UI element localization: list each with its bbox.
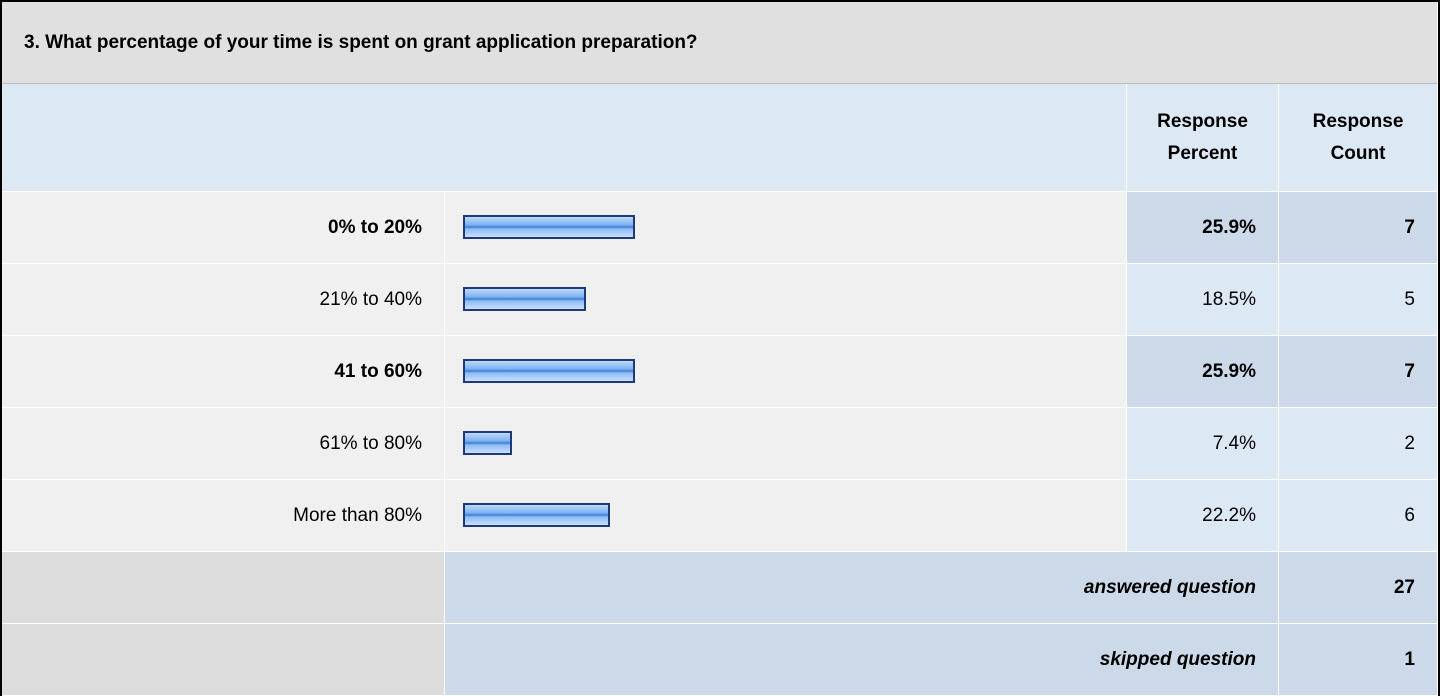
bar-cell xyxy=(445,408,1127,480)
bar xyxy=(463,359,635,383)
percent-cell: 25.9% xyxy=(1127,336,1279,408)
footer-label: skipped question xyxy=(445,624,1279,696)
answer-label: 21% to 40% xyxy=(2,264,445,336)
footer-blank xyxy=(2,624,445,696)
question-title: 3. What percentage of your time is spent… xyxy=(2,2,1438,84)
bar xyxy=(463,215,635,239)
percent-cell: 7.4% xyxy=(1127,408,1279,480)
header-blank xyxy=(2,84,1127,192)
count-cell: 7 xyxy=(1279,336,1438,408)
count-cell: 2 xyxy=(1279,408,1438,480)
count-cell: 6 xyxy=(1279,480,1438,552)
bar xyxy=(463,431,513,455)
answer-label: 0% to 20% xyxy=(2,192,445,264)
bar xyxy=(463,503,611,527)
percent-cell: 25.9% xyxy=(1127,192,1279,264)
footer-blank xyxy=(2,552,445,624)
header-percent: Response Percent xyxy=(1127,84,1279,192)
footer-count: 27 xyxy=(1279,552,1438,624)
percent-cell: 18.5% xyxy=(1127,264,1279,336)
count-cell: 5 xyxy=(1279,264,1438,336)
header-percent-text: Response Percent xyxy=(1157,110,1248,164)
header-count: Response Count xyxy=(1279,84,1438,192)
header-count-text: Response Count xyxy=(1312,110,1404,164)
count-cell: 7 xyxy=(1279,192,1438,264)
footer-count: 1 xyxy=(1279,624,1438,696)
answer-label: 41 to 60% xyxy=(2,336,445,408)
answer-label: More than 80% xyxy=(2,480,445,552)
bar xyxy=(463,287,586,311)
percent-cell: 22.2% xyxy=(1127,480,1279,552)
answer-label: 61% to 80% xyxy=(2,408,445,480)
footer-label: answered question xyxy=(445,552,1279,624)
